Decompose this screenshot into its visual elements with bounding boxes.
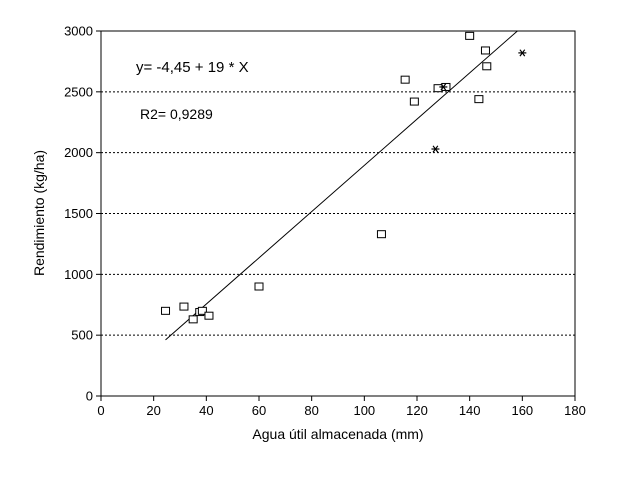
x-tick-label: 80	[304, 403, 318, 418]
y-tick-label: 3000	[64, 24, 93, 39]
x-tick-label: 100	[353, 403, 375, 418]
grid-lines	[101, 91, 575, 336]
x-tick-label: 160	[511, 403, 533, 418]
y-tick-label: 2500	[64, 84, 93, 99]
data-point-square	[254, 282, 264, 291]
y-tick-label: 0	[86, 389, 93, 404]
data-point-square	[179, 302, 189, 311]
x-tick-label: 140	[459, 403, 481, 418]
data-point-square	[465, 31, 475, 40]
x-tick-label: 120	[406, 403, 428, 418]
data-point-asterisk	[439, 83, 448, 91]
regression-line-group	[165, 30, 518, 341]
regression-equation: y= -4,45 + 19 * X	[136, 59, 249, 76]
y-tick-label: 1000	[64, 267, 93, 282]
data-point-asterisk	[431, 145, 440, 153]
y-axis-title: Rendimiento (kg/ha)	[31, 150, 47, 276]
y-tick-label: 500	[71, 328, 93, 343]
data-point-square	[161, 306, 171, 315]
data-point-square	[482, 62, 492, 71]
x-tick-label: 20	[146, 403, 160, 418]
r-squared-label: R2= 0,9289	[140, 106, 213, 122]
y-tick-label: 2000	[64, 145, 93, 160]
x-tick-label: 0	[97, 403, 104, 418]
data-point-square	[197, 306, 207, 315]
x-axis-title: Agua útil almacenada (mm)	[252, 426, 423, 442]
data-point-square	[204, 311, 214, 320]
data-point-square	[480, 46, 490, 55]
data-points	[161, 31, 527, 324]
x-tick-label: 60	[252, 403, 266, 418]
x-tick-label: 180	[564, 403, 586, 418]
data-point-asterisk	[518, 49, 527, 57]
data-point-square	[409, 97, 419, 106]
data-point-square	[474, 95, 484, 104]
data-point-square	[376, 230, 386, 239]
data-point-square	[400, 75, 410, 84]
regression-line	[165, 30, 518, 341]
axis-ticks: 0 500 1000 1500 2000 2500 3000 0 20 40 60 80 100 120 1…	[64, 24, 586, 419]
data-point-square	[433, 84, 443, 93]
data-point-square	[188, 315, 198, 324]
x-tick-label: 40	[199, 403, 213, 418]
y-tick-label: 1500	[64, 206, 93, 221]
